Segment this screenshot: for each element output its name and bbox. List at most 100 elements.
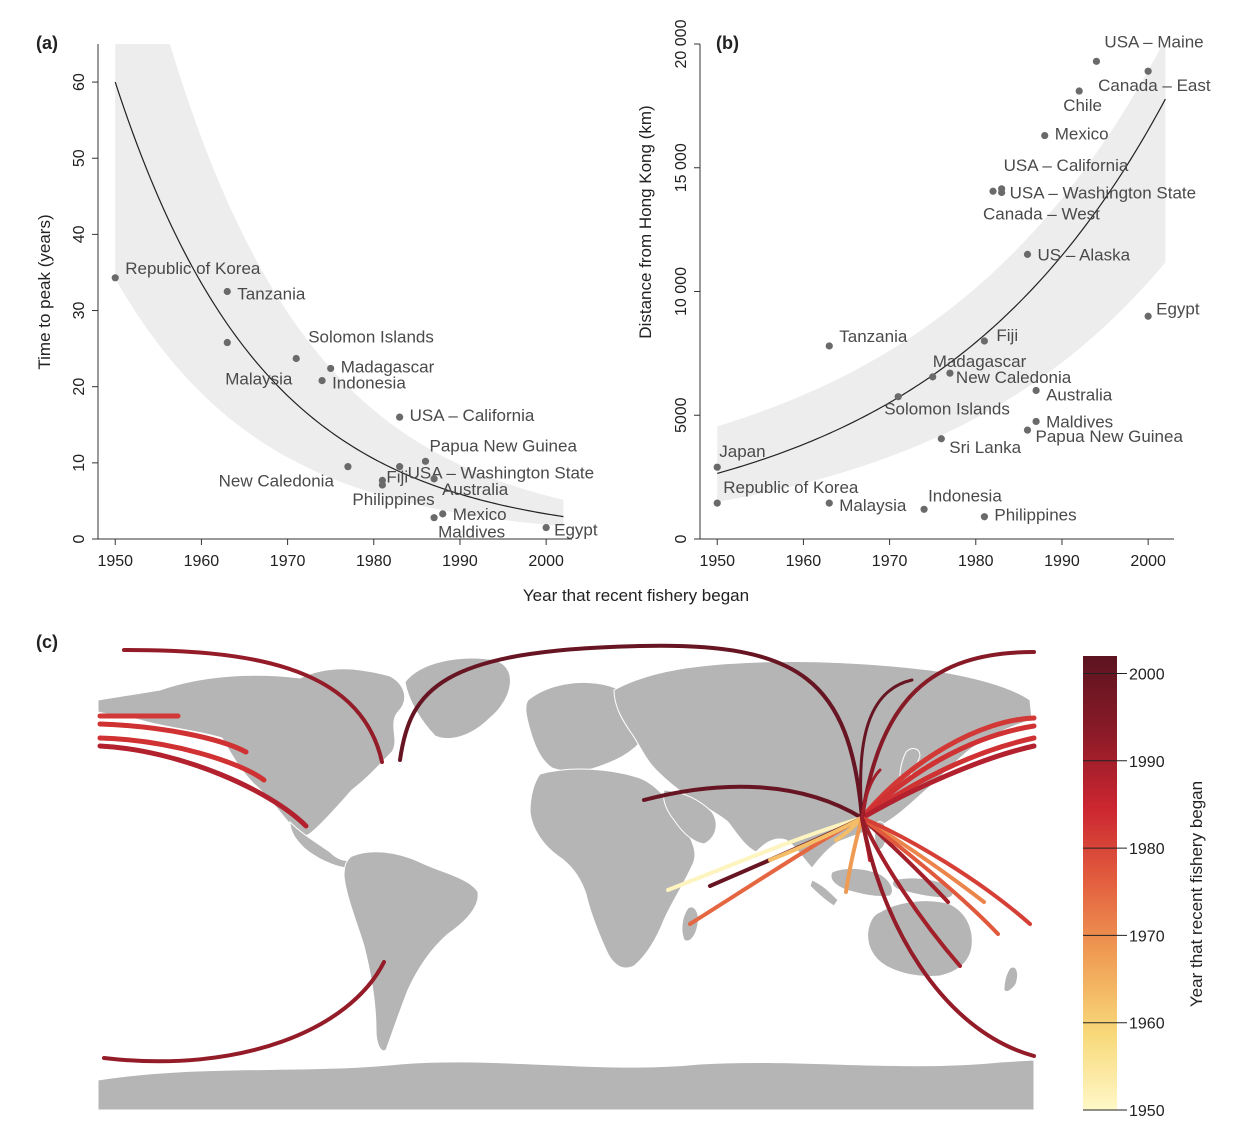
land-africa (529, 768, 696, 969)
colorbar-tick-label: 1990 (1129, 754, 1165, 771)
panel-a-point (430, 475, 438, 483)
panel-a-point (542, 523, 550, 532)
panel-a-point-label: Philippines (352, 490, 434, 509)
panel-b-ytick-label: 10 000 (673, 267, 690, 316)
panel-b-point (989, 187, 997, 195)
panel-label-b: (b) (716, 33, 739, 53)
panel-b-point-label: Philippines (994, 506, 1076, 525)
panel-a-xtick-label: 1970 (270, 553, 306, 570)
panel-a-point-label: Tanzania (237, 285, 306, 304)
panel-a-confidence-band (115, 44, 564, 527)
panel-b-point (1032, 417, 1040, 426)
panel-b-xtick-label: 2000 (1130, 553, 1166, 570)
land-new-zealand (1003, 966, 1019, 993)
panel-a-point (223, 287, 231, 296)
route-sri-lanka (768, 816, 864, 862)
route-alaska-west (122, 648, 384, 764)
fishery-routes (97, 643, 1037, 1064)
colorbar-tick-label: 1970 (1129, 928, 1165, 945)
panel-a-point-label: USA – California (410, 406, 535, 425)
panel-b-point (1041, 131, 1049, 140)
panel-a-ytick-label: 60 (71, 73, 88, 91)
panel-a-xtick-label: 1950 (97, 553, 133, 570)
panel-b-point (1092, 57, 1101, 65)
panel-a-ytick-label: 0 (71, 534, 88, 543)
panel-a-xtick-label: 2000 (528, 553, 564, 570)
route-korea (860, 768, 882, 820)
panel-b-point-label: Australia (1046, 386, 1113, 405)
route-new-caledonia (860, 816, 1000, 936)
route-australia (860, 816, 962, 968)
panel-b-ytick-label: 15 000 (673, 143, 690, 192)
panel-b-point-label: Japan (719, 442, 765, 461)
panel-a-point (344, 463, 352, 471)
panel-b-xtick-label: 1950 (699, 553, 735, 570)
panel-b-band-group (717, 44, 1166, 502)
panel-b-point-label: USA – Maine (1104, 32, 1203, 51)
panel-a-point-label: Madagascar (341, 357, 435, 376)
panel-a-point-label: USA – Washington State (408, 464, 594, 483)
panel-b-point (713, 463, 721, 471)
colorbar-ticks: 1950 1960 1970 1980 1990 2000 (1083, 666, 1165, 1120)
panel-a-point (223, 338, 231, 347)
panel-b-point-label: Chile (1063, 96, 1102, 115)
panel-b-point (825, 499, 833, 507)
panel-a-point-label: Australia (442, 480, 509, 499)
panel-a-xtick-label: 1960 (184, 553, 220, 570)
colorbar-fill (1083, 656, 1117, 1110)
panel-label-a: (a) (36, 33, 58, 53)
panel-b-point-label: Indonesia (928, 486, 1002, 505)
panel-b-xtick-label: 1990 (1044, 553, 1080, 570)
panel-a-point (111, 274, 119, 282)
panel-b-point-label: Madagascar (933, 352, 1027, 371)
panel-a-points: Republic of Korea Tanzania Malaysia Solomon… (111, 259, 598, 542)
panel-b-point (980, 337, 989, 345)
panel-b-axes: 1950 1960 1970 1980 1990 2000 0 5000 10 000 15 00… (673, 19, 1174, 570)
panel-a-ytick-label: 40 (71, 225, 88, 243)
panel-a-point-label: Republic of Korea (125, 259, 261, 278)
panel-a-point (396, 463, 404, 471)
panel-b-confidence-band (717, 44, 1166, 502)
panel-b-point-label: USA – Washington State (1010, 184, 1196, 203)
panel-b-point-label: New Caledonia (956, 368, 1072, 387)
route-mexico-east (859, 743, 1037, 821)
colorbar: 1950 1960 1970 1980 1990 2000 Year that recen… (1083, 656, 1206, 1120)
panel-b-point (937, 435, 945, 443)
route-washington (859, 723, 1037, 821)
panel-b-point (825, 342, 833, 350)
panel-b-xtick-label: 1970 (872, 553, 908, 570)
panel-a-point-label: Malaysia (225, 370, 293, 389)
panel-b-point (1075, 87, 1083, 95)
panel-a-xtick-label: 1980 (356, 553, 392, 570)
panel-b-point (1144, 312, 1152, 320)
land-antarctica (97, 1059, 1035, 1111)
panel-b-point (998, 188, 1006, 197)
panel-a-point (327, 364, 335, 373)
panel-a-point-label: Mexico (453, 505, 507, 524)
panel-a-axes: 1950 1960 1970 1980 1990 2000 0 10 20 30 40 50 60 (71, 44, 572, 570)
colorbar-label: Year that recent fishery began (1187, 781, 1206, 1007)
panel-b-point (713, 499, 721, 507)
route-fiji (860, 816, 1032, 926)
panel-a-ytick-label: 10 (71, 454, 88, 472)
panel-b-point-label: Mexico (1055, 125, 1109, 144)
panel-a-point-label: Maldives (438, 523, 505, 542)
panel-b-xtick-label: 1980 (958, 553, 994, 570)
route-indonesia (844, 816, 864, 894)
panel-b-point-label: Sri Lanka (949, 438, 1021, 457)
panel-b-point (946, 369, 954, 377)
panel-a-fit-line (114, 81, 564, 518)
panel-a-point (396, 413, 404, 421)
route-egypt (642, 784, 864, 820)
panel-a-point (318, 377, 326, 385)
panel-b-point (929, 373, 937, 381)
panel-label-c: (c) (36, 632, 58, 652)
route-chile-west (860, 816, 1036, 1058)
route-japan (859, 678, 914, 820)
land-north-america (97, 668, 406, 837)
panel-a-point-label: Solomon Islands (308, 328, 434, 347)
panel-a-ytick-label: 50 (71, 149, 88, 167)
panel-b-point-label: Solomon Islands (884, 400, 1010, 419)
route-tanzania (666, 816, 864, 892)
